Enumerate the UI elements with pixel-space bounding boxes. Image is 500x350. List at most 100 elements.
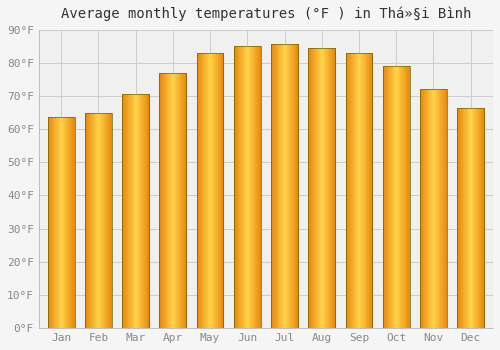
- Bar: [222, 53, 223, 328]
- Bar: [271, 44, 298, 328]
- Bar: [57, 118, 58, 328]
- Bar: [403, 66, 404, 328]
- Bar: [428, 89, 429, 328]
- Bar: [460, 107, 461, 328]
- Bar: [136, 94, 137, 328]
- Bar: [438, 89, 440, 328]
- Bar: [289, 44, 290, 328]
- Bar: [280, 44, 281, 328]
- Bar: [61, 118, 62, 328]
- Bar: [309, 48, 310, 328]
- Bar: [196, 53, 224, 328]
- Bar: [178, 73, 179, 328]
- Bar: [125, 94, 126, 328]
- Bar: [346, 53, 372, 328]
- Bar: [420, 89, 447, 328]
- Bar: [54, 118, 55, 328]
- Bar: [183, 73, 184, 328]
- Bar: [145, 94, 146, 328]
- Bar: [122, 94, 149, 328]
- Bar: [442, 89, 443, 328]
- Bar: [333, 48, 334, 328]
- Bar: [369, 53, 370, 328]
- Bar: [101, 112, 102, 328]
- Bar: [252, 46, 253, 328]
- Bar: [274, 44, 275, 328]
- Bar: [402, 66, 403, 328]
- Bar: [216, 53, 217, 328]
- Bar: [86, 112, 87, 328]
- Bar: [249, 46, 250, 328]
- Bar: [134, 94, 135, 328]
- Bar: [388, 66, 389, 328]
- Bar: [174, 73, 175, 328]
- Bar: [468, 107, 469, 328]
- Bar: [105, 112, 106, 328]
- Bar: [135, 94, 136, 328]
- Bar: [331, 48, 332, 328]
- Bar: [459, 107, 460, 328]
- Bar: [165, 73, 166, 328]
- Bar: [315, 48, 316, 328]
- Bar: [202, 53, 203, 328]
- Bar: [481, 107, 482, 328]
- Bar: [318, 48, 319, 328]
- Bar: [354, 53, 355, 328]
- Bar: [445, 89, 446, 328]
- Bar: [286, 44, 287, 328]
- Bar: [62, 118, 63, 328]
- Bar: [137, 94, 138, 328]
- Bar: [404, 66, 406, 328]
- Title: Average monthly temperatures (°F ) in Thá»§i Bình: Average monthly temperatures (°F ) in Th…: [60, 7, 471, 21]
- Bar: [205, 53, 206, 328]
- Bar: [477, 107, 478, 328]
- Bar: [236, 46, 237, 328]
- Bar: [256, 46, 257, 328]
- Bar: [218, 53, 219, 328]
- Bar: [251, 46, 252, 328]
- Bar: [95, 112, 96, 328]
- Bar: [184, 73, 185, 328]
- Bar: [397, 66, 398, 328]
- Bar: [434, 89, 435, 328]
- Bar: [358, 53, 360, 328]
- Bar: [103, 112, 104, 328]
- Bar: [171, 73, 172, 328]
- Bar: [234, 46, 235, 328]
- Bar: [257, 46, 258, 328]
- Bar: [60, 118, 61, 328]
- Bar: [123, 94, 124, 328]
- Bar: [260, 46, 262, 328]
- Bar: [326, 48, 327, 328]
- Bar: [200, 53, 201, 328]
- Bar: [427, 89, 428, 328]
- Bar: [51, 118, 52, 328]
- Bar: [314, 48, 315, 328]
- Bar: [431, 89, 432, 328]
- Bar: [241, 46, 242, 328]
- Bar: [220, 53, 221, 328]
- Bar: [458, 107, 484, 328]
- Bar: [160, 73, 186, 328]
- Bar: [243, 46, 244, 328]
- Bar: [423, 89, 424, 328]
- Bar: [282, 44, 283, 328]
- Bar: [407, 66, 408, 328]
- Bar: [94, 112, 95, 328]
- Bar: [439, 89, 440, 328]
- Bar: [254, 46, 256, 328]
- Bar: [111, 112, 112, 328]
- Bar: [140, 94, 141, 328]
- Bar: [440, 89, 441, 328]
- Bar: [424, 89, 425, 328]
- Bar: [177, 73, 178, 328]
- Bar: [316, 48, 317, 328]
- Bar: [404, 66, 405, 328]
- Bar: [186, 73, 187, 328]
- Bar: [330, 48, 331, 328]
- Bar: [248, 46, 250, 328]
- Bar: [349, 53, 350, 328]
- Bar: [363, 53, 364, 328]
- Bar: [149, 94, 150, 328]
- Bar: [173, 73, 174, 328]
